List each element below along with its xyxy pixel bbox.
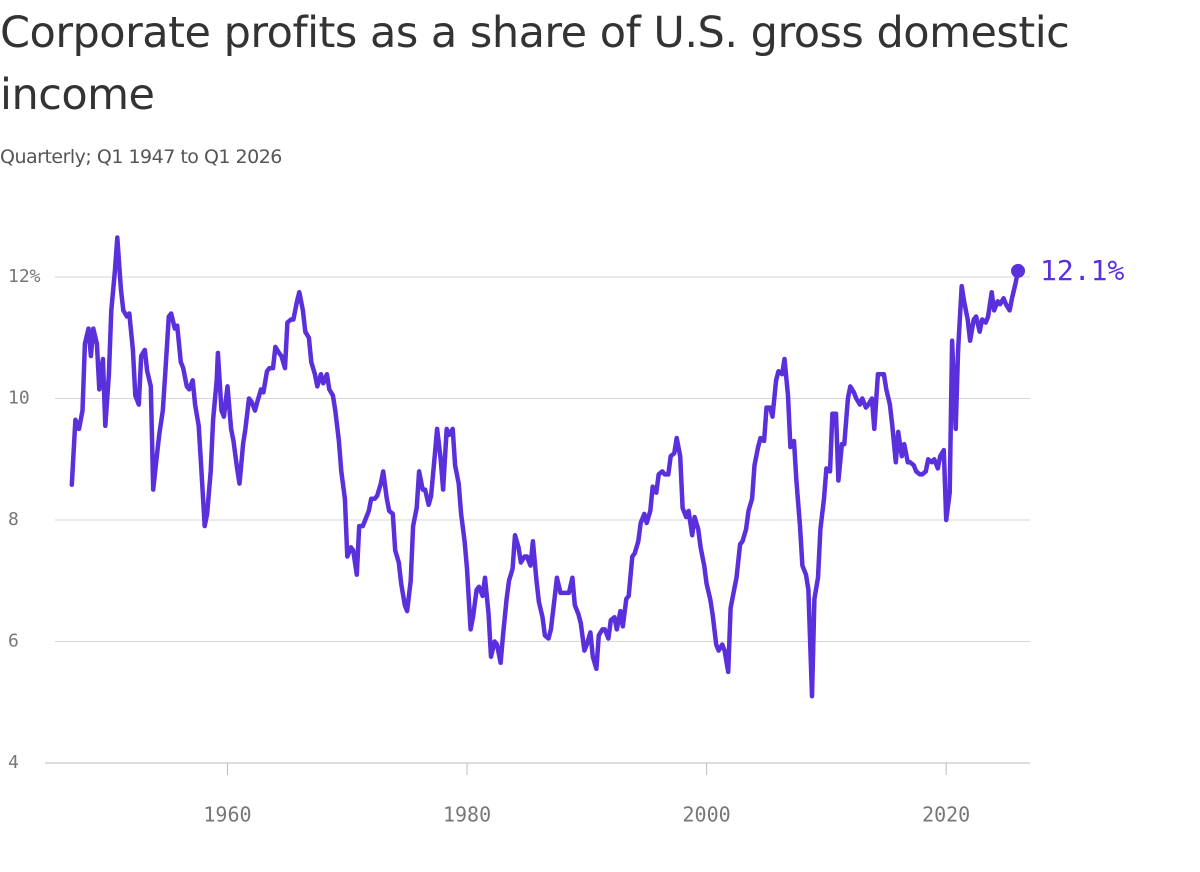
y-tick-label: 8 <box>8 509 19 530</box>
chart-subtitle: Quarterly; Q1 1947 to Q1 2026 <box>0 146 282 168</box>
x-tick-label: 2020 <box>922 803 970 827</box>
y-tick-label: 12% <box>8 266 41 287</box>
line <box>69 235 1021 699</box>
x-tick-label: 1980 <box>443 803 491 827</box>
x-tick-label: 1960 <box>203 803 251 827</box>
y-tick-label: 10 <box>8 388 30 409</box>
chart-title: Corporate profits as a share of U.S. gro… <box>0 8 1070 120</box>
y-tick-label: 6 <box>8 631 19 652</box>
end-label: 12.1% <box>1040 254 1124 287</box>
end-point <box>1011 263 1026 278</box>
y-tick-label: 4 <box>8 752 19 773</box>
x-tick-label: 2000 <box>683 803 731 827</box>
